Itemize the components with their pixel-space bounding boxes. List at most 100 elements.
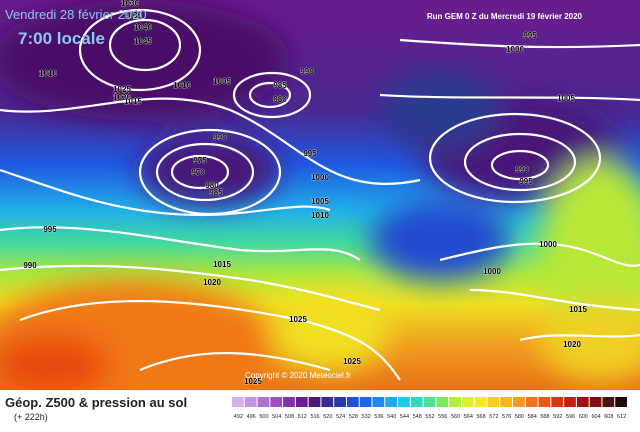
legend-swatch bbox=[385, 397, 398, 407]
legend-swatch bbox=[513, 397, 525, 407]
caption-lead: (+ 222h) bbox=[14, 412, 48, 422]
caption-title: Géop. Z500 & pression au sol bbox=[5, 395, 187, 410]
legend-label: 496 bbox=[247, 414, 256, 420]
legend-swatch bbox=[308, 397, 321, 407]
legend-label: 564 bbox=[464, 414, 473, 420]
isobar-label: 1010 bbox=[173, 81, 191, 90]
isobar-label: 995 bbox=[523, 31, 537, 40]
isobar-label: 990 bbox=[23, 261, 37, 270]
isobar-label: 1025 bbox=[244, 377, 262, 386]
legend-swatch bbox=[232, 397, 244, 407]
legend-label: 552 bbox=[425, 414, 434, 420]
isobar-label: 980 bbox=[273, 95, 287, 104]
isobar-label: 1025 bbox=[113, 85, 131, 94]
legend-label: 508 bbox=[285, 414, 294, 420]
isobar-label: 1005 bbox=[557, 94, 575, 103]
legend-label: 592 bbox=[553, 414, 562, 420]
legend-swatch bbox=[423, 397, 436, 407]
legend-label: 520 bbox=[323, 414, 332, 420]
isobar-label: 1000 bbox=[483, 267, 501, 276]
legend-swatch bbox=[538, 397, 551, 407]
legend-swatch bbox=[334, 397, 346, 407]
legend-swatch bbox=[257, 397, 270, 407]
legend-label: 600 bbox=[579, 414, 588, 420]
legend-swatch bbox=[615, 397, 627, 407]
isobar-label: 980 bbox=[205, 181, 219, 190]
isobar-label: 1010 bbox=[311, 211, 329, 220]
isobar-label: 1035 bbox=[124, 11, 142, 20]
legend-label: 548 bbox=[413, 414, 422, 420]
legend-swatch bbox=[321, 397, 334, 407]
isobar-label: 1010 bbox=[39, 69, 57, 78]
legend-label: 588 bbox=[540, 414, 549, 420]
isobar-label: 1015 bbox=[124, 97, 142, 106]
isobar-label: 995 bbox=[303, 149, 317, 158]
isobar-label: 985 bbox=[273, 81, 287, 90]
legend-label: 536 bbox=[374, 414, 383, 420]
legend-label: 608 bbox=[604, 414, 613, 420]
legend-label: 544 bbox=[400, 414, 409, 420]
legend-swatch bbox=[525, 397, 538, 407]
legend-label: 604 bbox=[591, 414, 600, 420]
legend-label: 528 bbox=[349, 414, 358, 420]
legend-swatch bbox=[564, 397, 576, 407]
isobar-label: 1005 bbox=[213, 77, 231, 86]
footer bbox=[0, 390, 640, 427]
legend-label: 576 bbox=[502, 414, 511, 420]
legend-label: 612 bbox=[617, 414, 626, 420]
legend-swatch bbox=[346, 397, 359, 407]
legend-label: 596 bbox=[566, 414, 575, 420]
legend-label: 516 bbox=[310, 414, 319, 420]
isobar-label: 1040 bbox=[134, 23, 152, 32]
legend-swatch bbox=[449, 397, 461, 407]
isobar-label: 1000 bbox=[311, 173, 329, 182]
legend-label: 584 bbox=[528, 414, 537, 420]
isobar-label: 1020 bbox=[563, 340, 581, 349]
legend-label: 500 bbox=[259, 414, 268, 420]
legend-swatch bbox=[410, 397, 423, 407]
legend: 492 496 500 504 508 512 516 520 524 528 532 536 540 5… bbox=[232, 397, 627, 420]
legend-label: 504 bbox=[272, 414, 281, 420]
isobar-label: 1015 bbox=[213, 260, 231, 269]
legend-swatch bbox=[461, 397, 474, 407]
legend-swatch bbox=[551, 397, 564, 407]
isobar-label: 970 bbox=[191, 168, 205, 177]
copyright: Copyright © 2020 Meteociel.fr bbox=[245, 371, 351, 380]
isobar-label: 1020 bbox=[113, 93, 131, 102]
isobar-label: 990 bbox=[213, 133, 227, 142]
legend-label: 524 bbox=[336, 414, 345, 420]
run-info: Run GEM 0 Z du Mercredi 19 février 2020 bbox=[427, 12, 583, 21]
isobar-label: 1000 bbox=[539, 240, 557, 249]
date: Vendredi 28 février 2020 bbox=[5, 7, 147, 22]
isobar-label: 990 bbox=[300, 67, 314, 76]
legend-swatch bbox=[398, 397, 410, 407]
legend-swatch bbox=[436, 397, 449, 407]
isobars bbox=[0, 8, 640, 381]
isobar-label: 1025 bbox=[289, 315, 307, 324]
legend-swatch bbox=[576, 397, 589, 407]
legend-swatch bbox=[295, 397, 308, 407]
legend-swatch bbox=[270, 397, 283, 407]
isobar-label: 1020 bbox=[203, 278, 221, 287]
isobar-label: 1005 bbox=[311, 197, 329, 206]
legend-label: 580 bbox=[515, 414, 524, 420]
legend-label: 532 bbox=[362, 414, 371, 420]
legend-label: 556 bbox=[438, 414, 447, 420]
legend-swatch bbox=[359, 397, 372, 407]
legend-swatch bbox=[372, 397, 385, 407]
legend-swatch bbox=[602, 397, 615, 407]
isobar-label: 990 bbox=[515, 165, 529, 174]
isobar-label: 975 bbox=[193, 156, 207, 165]
legend-label: 572 bbox=[489, 414, 498, 420]
isobar-label: 1015 bbox=[569, 305, 587, 314]
legend-label: 512 bbox=[298, 414, 307, 420]
isobar-label: 1000 bbox=[506, 45, 524, 54]
legend-label: 540 bbox=[387, 414, 396, 420]
legend-label: 560 bbox=[451, 414, 460, 420]
legend-swatch bbox=[487, 397, 500, 407]
legend-swatch bbox=[244, 397, 257, 407]
legend-label: 492 bbox=[234, 414, 243, 420]
legend-swatch bbox=[283, 397, 295, 407]
color-field bbox=[0, 0, 640, 420]
